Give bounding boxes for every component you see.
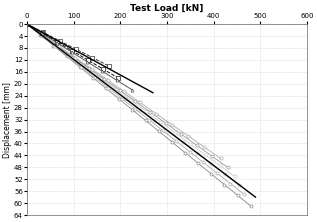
X-axis label: Test Load [kN]: Test Load [kN] [130, 4, 204, 12]
Y-axis label: Displacement [mm]: Displacement [mm] [3, 82, 12, 157]
